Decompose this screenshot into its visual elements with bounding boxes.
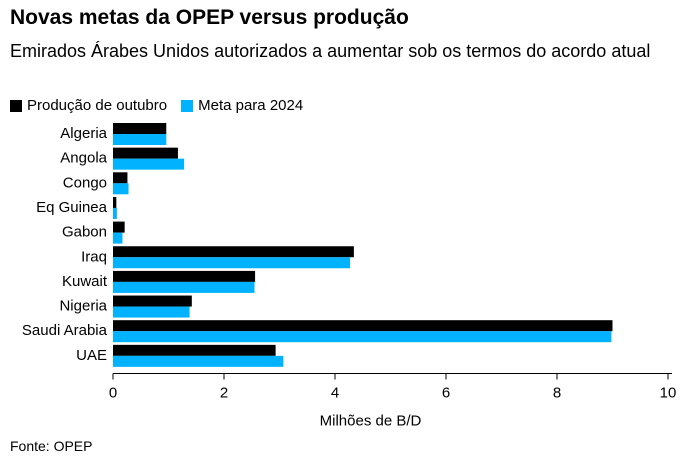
category-label: Gabon [62, 224, 107, 241]
bar-production [113, 320, 613, 332]
legend-label-production: Produção de outubro [27, 97, 168, 114]
bar-target [113, 331, 612, 343]
x-tick-label: 2 [220, 385, 228, 402]
category-label: Eq Guinea [36, 199, 108, 216]
x-axis-title: Milhões de B/D [320, 413, 422, 430]
chart-legend: Produção de outubro Meta para 2024 [10, 97, 317, 114]
bar-production [113, 196, 117, 208]
category-label: Angola [60, 150, 107, 167]
bar-target [113, 183, 129, 195]
bar-target [113, 257, 350, 269]
bar-target [113, 306, 190, 318]
bar-production [113, 172, 128, 184]
x-tick-label: 4 [331, 385, 339, 402]
x-tick-label: 8 [553, 385, 561, 402]
bar-production [113, 246, 354, 258]
category-label: Algeria [60, 125, 107, 142]
x-tick-label: 0 [109, 385, 117, 402]
bar-target [113, 355, 284, 367]
legend-label-target: Meta para 2024 [198, 97, 304, 114]
category-label: Saudi Arabia [22, 322, 108, 339]
legend-item-target: Meta para 2024 [181, 97, 303, 114]
legend-swatch-production [10, 99, 22, 112]
category-label: Iraq [81, 248, 107, 265]
bar-target [113, 232, 123, 244]
bar-target [113, 134, 167, 145]
x-tick-label: 6 [442, 385, 450, 402]
bar-target [113, 207, 117, 219]
legend-item-production: Produção de outubro [10, 97, 167, 114]
bar-production [113, 123, 167, 134]
category-label: Congo [63, 174, 107, 191]
bar-target [113, 158, 185, 170]
category-label: Nigeria [59, 298, 107, 315]
bar-production [113, 344, 276, 356]
category-label: Kuwait [62, 273, 108, 290]
source-note: Fonte: OPEP [10, 438, 93, 454]
chart-title: Novas metas da OPEP versus produção [10, 6, 409, 29]
bar-production [113, 221, 125, 233]
x-tick-label: 10 [660, 385, 677, 402]
bar-production [113, 147, 178, 159]
category-label: UAE [76, 347, 107, 364]
bar-production [113, 270, 256, 282]
legend-swatch-target [181, 99, 194, 112]
chart-subtitle: Emirados Árabes Unidos autorizados a aum… [10, 41, 651, 61]
bar-target [113, 281, 255, 293]
bar-production [113, 295, 192, 307]
